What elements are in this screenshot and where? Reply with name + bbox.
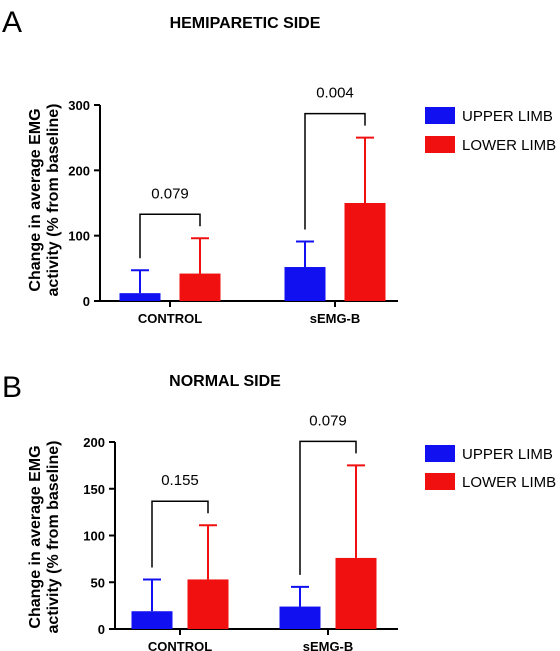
p-value-label: 0.079	[151, 185, 189, 202]
bar-lower-semg-b	[344, 203, 386, 301]
y-axis-label-a-line2: activity (% from baseline)	[45, 104, 62, 297]
bar-lower-semg-b	[335, 557, 377, 629]
panel-letter-b: B	[2, 371, 22, 404]
p-value-label: 0.155	[161, 472, 199, 489]
y-tick-label: 100	[83, 529, 105, 544]
bar-upper-control	[119, 293, 161, 301]
bar-lower-control	[187, 579, 229, 629]
legend-label-upper-a: UPPER LIMB	[462, 108, 553, 125]
legend-label-upper-b: UPPER LIMB	[462, 446, 553, 463]
legend-swatch-upper-a	[425, 107, 455, 124]
y-tick-label: 200	[83, 435, 105, 450]
y-axis-label-b-line2: activity (% from baseline)	[45, 441, 62, 634]
bar-upper-semg-b	[279, 606, 321, 629]
legend-label-lower-b: LOWER LIMB	[462, 474, 556, 491]
panel-letter-a: A	[2, 6, 22, 39]
y-tick-label: 150	[83, 482, 105, 497]
legend-b: UPPER LIMB LOWER LIMB	[425, 445, 556, 491]
significance-bracket	[299, 440, 357, 575]
y-axis-label-a-line1: Change in average EMG	[27, 108, 44, 291]
chart-title-b: NORMAL SIDE	[169, 373, 281, 390]
x-tick-label: CONTROL	[138, 311, 202, 326]
x-tick-label: sEMG-B	[310, 311, 361, 326]
y-tick-label: 100	[68, 229, 90, 244]
y-axis-label-b-line1: Change in average EMG	[27, 445, 44, 628]
y-tick-label: 50	[91, 575, 105, 590]
plot-area-b: 0 50 100 150 200 CONTROL sEMG-B 0.155 0.079	[83, 412, 398, 651]
significance-bracket	[151, 500, 209, 568]
chart-title-a: HEMIPARETIC SIDE	[170, 15, 321, 32]
y-tick-label: 0	[83, 294, 90, 309]
y-tick-label: 300	[68, 98, 90, 113]
bar-upper-control	[131, 611, 173, 629]
legend-swatch-upper-b	[425, 445, 455, 462]
x-tick-label: sEMG-B	[303, 639, 354, 651]
significance-bracket	[304, 112, 366, 230]
y-tick-label: 200	[68, 163, 90, 178]
bar-lower-control	[179, 273, 221, 301]
x-tick-label: CONTROL	[148, 639, 212, 651]
legend-a: UPPER LIMB LOWER LIMB	[425, 107, 556, 154]
legend-label-lower-a: LOWER LIMB	[462, 137, 556, 154]
significance-bracket	[139, 213, 201, 259]
bar-upper-semg-b	[284, 267, 326, 301]
plot-area-a: 0 100 200 300 CONTROL sEMG-B 0.079 0.004	[68, 85, 398, 326]
legend-swatch-lower-b	[425, 473, 455, 490]
p-value-label: 0.004	[316, 85, 354, 102]
legend-swatch-lower-a	[425, 136, 455, 153]
y-tick-label: 0	[98, 622, 105, 637]
p-value-label: 0.079	[309, 412, 347, 429]
